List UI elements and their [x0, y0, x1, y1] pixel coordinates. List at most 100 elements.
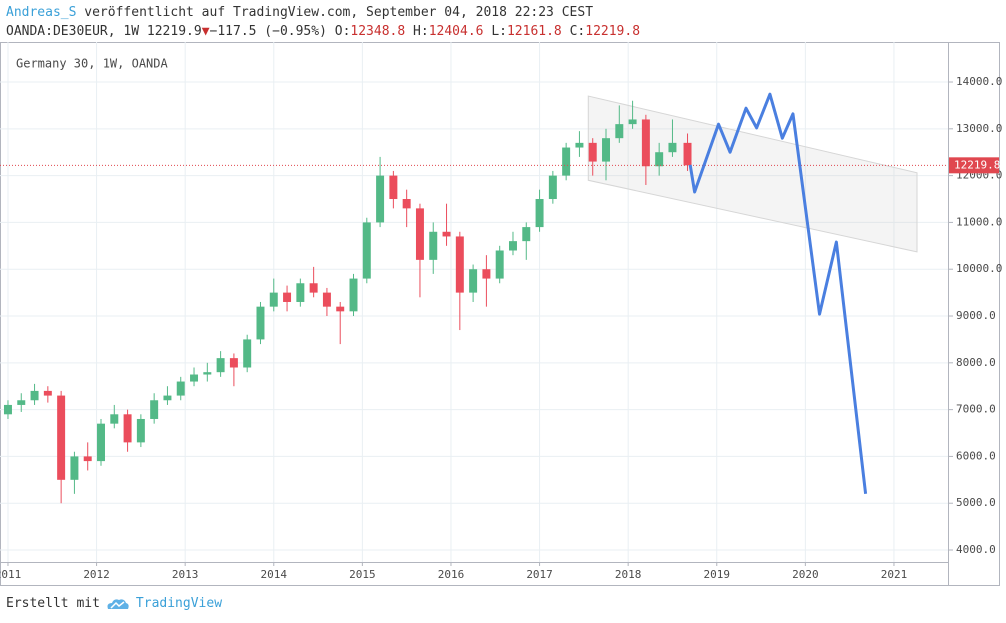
candle-body: [683, 142, 692, 166]
candle-body: [70, 456, 79, 480]
y-tick-label: 9000.0: [956, 309, 996, 322]
candle-body: [30, 390, 39, 401]
y-tick-label: 8000.0: [956, 356, 996, 369]
candle-body: [83, 456, 92, 462]
candle-body: [110, 414, 119, 424]
candle-body: [402, 199, 411, 209]
x-tick-label: 2017: [526, 568, 553, 581]
y-tick-label: 5000.0: [956, 496, 996, 509]
candle-body: [508, 241, 517, 251]
x-tick-label: 2020: [792, 568, 819, 581]
candle-body: [562, 147, 571, 176]
candle-body: [229, 358, 238, 368]
candle-body: [190, 374, 199, 382]
o-label: O:: [334, 24, 351, 39]
candle-body: [163, 395, 172, 401]
candle-body: [668, 142, 677, 153]
candle-body: [641, 119, 650, 167]
x-tick-label: 2018: [615, 568, 642, 581]
last-price-label: 12219.8: [954, 158, 1000, 171]
y-tick-label: 4000.0: [956, 543, 996, 556]
candle-body: [322, 292, 331, 307]
candle-body: [43, 390, 52, 396]
symbol: OANDA:DE30EUR, 1W: [6, 24, 140, 39]
h-label: H:: [413, 24, 429, 39]
high: 12404.6: [428, 24, 484, 39]
candle-body: [256, 306, 265, 340]
chart-title: Germany 30, 1W, OANDA: [16, 57, 168, 71]
change: −117.5 (−0.95%): [209, 24, 327, 39]
candle-body: [628, 119, 637, 125]
candle-body: [615, 124, 624, 139]
c-label: C:: [569, 24, 586, 39]
candle-body: [136, 418, 145, 443]
candle-body: [482, 269, 491, 279]
candle-body: [522, 227, 531, 242]
candle-body: [376, 175, 385, 223]
x-tick-label: 2012: [83, 568, 110, 581]
candle-body: [495, 250, 504, 279]
candle-body: [575, 142, 584, 148]
candle-body: [602, 138, 610, 162]
candle-body: [415, 208, 424, 260]
candle-body: [176, 381, 185, 396]
down-arrow: ▼: [201, 24, 210, 39]
close: 12219.8: [585, 24, 641, 39]
x-tick-label: 2015: [349, 568, 376, 581]
published: veröffentlicht auf TradingView.com, Sept…: [84, 5, 594, 20]
candle-body: [389, 175, 398, 200]
x-tick-label: 2019: [704, 568, 731, 581]
y-tick-label: 6000.0: [956, 449, 996, 462]
candle-body: [150, 400, 159, 419]
candle-body: [203, 372, 212, 375]
candle-body: [243, 339, 252, 368]
open: 12348.8: [350, 24, 406, 39]
y-tick-label: 13000.0: [956, 122, 1002, 135]
channel: [587, 95, 918, 253]
candle-body: [3, 404, 12, 415]
footer: Erstellt mit TradingView: [6, 596, 222, 611]
candle-body: [588, 142, 597, 162]
candle-body: [455, 236, 464, 293]
author: Andreas_S: [6, 5, 77, 20]
x-tick-label: 2013: [172, 568, 199, 581]
brand[interactable]: TradingView: [135, 596, 223, 611]
projection-line: [688, 92, 868, 495]
candle-body: [269, 292, 278, 307]
candle-body: [655, 152, 664, 167]
candle-body: [97, 423, 105, 462]
header-line-1: Andreas_S veröffentlicht auf TradingView…: [6, 5, 593, 20]
y-tick-label: 14000.0: [956, 75, 1002, 88]
x-tick-label: 2014: [261, 568, 288, 581]
y-tick-label: 11000.0: [956, 215, 1002, 228]
candle-body: [57, 395, 66, 480]
candle-body: [535, 199, 544, 228]
chart-frame: [0, 42, 1000, 586]
candle-body: [17, 400, 26, 405]
candle-body: [362, 222, 371, 279]
candle-body: [216, 358, 225, 373]
x-tick-label: 2021: [881, 568, 908, 581]
y-tick-label: 7000.0: [956, 403, 996, 416]
y-tick-label: 10000.0: [956, 262, 1002, 275]
candle-body: [442, 231, 451, 237]
candle-body: [296, 283, 305, 302]
candle-body: [349, 278, 358, 312]
x-tick-label: 2011: [0, 568, 21, 581]
price: 12219.9: [146, 24, 202, 39]
candle-body: [309, 283, 318, 293]
candle-body: [123, 414, 132, 443]
l-label: L:: [491, 24, 507, 39]
header-line-2: OANDA:DE30EUR, 1W 12219.9▼−117.5 (−0.95%…: [6, 24, 640, 39]
made-with: Erstellt mit: [6, 596, 100, 611]
candle-body: [548, 175, 557, 200]
candle-body: [283, 292, 292, 302]
low: 12161.8: [506, 24, 562, 39]
x-tick-label: 2016: [438, 568, 465, 581]
candle-body: [469, 269, 478, 293]
candle-body: [429, 231, 438, 260]
logo: [107, 598, 129, 609]
last-price-box: [949, 157, 999, 174]
